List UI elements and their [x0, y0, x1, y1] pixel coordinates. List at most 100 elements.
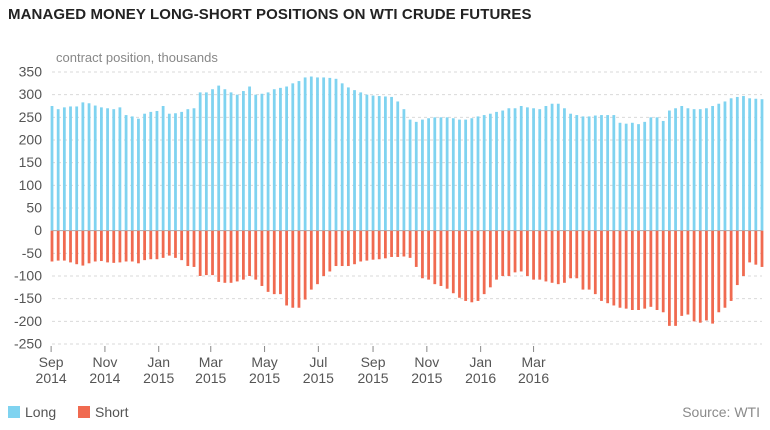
- y-tick-label: 0: [34, 222, 42, 238]
- short-bar: [421, 230, 424, 279]
- short-bar: [56, 230, 60, 261]
- y-tick-label: -150: [14, 290, 42, 306]
- x-tick-label: 2014: [36, 370, 67, 386]
- long-bar: [100, 107, 103, 231]
- long-bar: [408, 119, 412, 231]
- source-note: Source: WTI: [682, 404, 760, 420]
- y-axis-label: contract position, thousands: [56, 50, 218, 65]
- long-bar: [285, 86, 288, 231]
- grid-layer: [52, 71, 762, 345]
- x-tick-label: Nov: [92, 354, 117, 370]
- long-bar: [353, 90, 356, 231]
- long-bar: [377, 96, 381, 231]
- long-bar: [742, 96, 745, 231]
- x-tick-label: 2015: [303, 370, 334, 386]
- long-bar: [637, 124, 640, 231]
- long-bar: [476, 116, 480, 231]
- x-tick-label: 2015: [411, 370, 442, 386]
- long-bar: [69, 106, 72, 231]
- long-bar: [526, 107, 529, 231]
- short-bar: [229, 230, 233, 283]
- short-bar: [217, 230, 221, 282]
- short-bar: [285, 230, 288, 306]
- short-bar: [62, 230, 66, 261]
- short-bar: [211, 230, 214, 276]
- short-bar: [538, 230, 542, 280]
- short-bar: [680, 230, 684, 316]
- short-bar: [655, 230, 659, 310]
- short-bar: [93, 230, 97, 262]
- short-bar: [569, 230, 572, 279]
- long-bar: [248, 86, 251, 231]
- short-bar: [272, 230, 276, 295]
- y-tick-label: 200: [19, 132, 43, 148]
- long-bar: [538, 109, 542, 231]
- short-bar: [149, 230, 153, 260]
- long-bar: [137, 118, 140, 231]
- long-bar: [316, 77, 319, 231]
- short-bar: [143, 230, 146, 261]
- short-bar: [735, 230, 739, 286]
- long-bar: [235, 94, 239, 231]
- short-bar: [242, 230, 245, 280]
- long-bar: [309, 76, 313, 231]
- axis-layer: 350 300 250 200 150 100 50 0 -50 -100 -150 -200 -250…: [14, 64, 549, 387]
- short-bar: [384, 230, 387, 259]
- x-tick-label: 2015: [143, 370, 174, 386]
- long-bar: [735, 96, 739, 231]
- long-bar: [322, 77, 326, 231]
- short-bar: [396, 230, 400, 257]
- short-bar: [390, 230, 393, 257]
- long-bar: [334, 78, 338, 231]
- short-bar: [661, 230, 665, 313]
- long-bar: [340, 83, 344, 231]
- long-bar: [118, 107, 122, 231]
- long-bar: [532, 108, 535, 231]
- short-bar: [50, 230, 54, 262]
- long-bar: [445, 117, 449, 231]
- short-bar: [377, 230, 381, 260]
- long-bar: [87, 103, 91, 231]
- legend-short-label: Short: [95, 404, 129, 420]
- short-bar: [279, 230, 282, 295]
- short-bar: [729, 230, 733, 301]
- long-bar: [328, 77, 332, 231]
- x-tick-label: 2015: [195, 370, 226, 386]
- long-bar: [384, 96, 387, 231]
- short-bar: [106, 230, 109, 263]
- short-bar: [260, 230, 264, 286]
- long-bar: [569, 113, 572, 231]
- x-tick-label: Mar: [199, 354, 223, 370]
- short-bar: [371, 230, 375, 260]
- bars-layer: [50, 76, 764, 326]
- long-bar: [402, 109, 406, 231]
- x-tick-label: 2016: [465, 370, 496, 386]
- legend-long: Long: [8, 404, 56, 420]
- short-bar: [717, 230, 721, 313]
- long-bar: [81, 102, 85, 231]
- short-bar: [204, 230, 208, 276]
- long-bar: [421, 119, 424, 231]
- long-bar: [649, 117, 653, 231]
- short-bar: [316, 230, 319, 285]
- short-bar: [192, 230, 196, 267]
- short-bar: [544, 230, 548, 282]
- long-bar: [593, 115, 597, 231]
- long-bar: [723, 101, 727, 231]
- short-bar: [180, 230, 184, 261]
- long-bar: [488, 113, 492, 231]
- long-bar: [600, 115, 603, 231]
- short-bar: [692, 230, 696, 322]
- short-bar: [248, 230, 251, 276]
- short-bar: [353, 230, 356, 265]
- short-bar: [291, 230, 295, 308]
- long-bar: [711, 106, 714, 231]
- long-bar: [427, 118, 430, 231]
- long-bar: [482, 115, 486, 231]
- short-bar: [266, 230, 270, 292]
- short-bar: [427, 230, 430, 280]
- long-bar: [754, 98, 758, 231]
- short-bar: [618, 230, 622, 308]
- long-bar: [242, 91, 245, 231]
- long-bar: [414, 121, 418, 231]
